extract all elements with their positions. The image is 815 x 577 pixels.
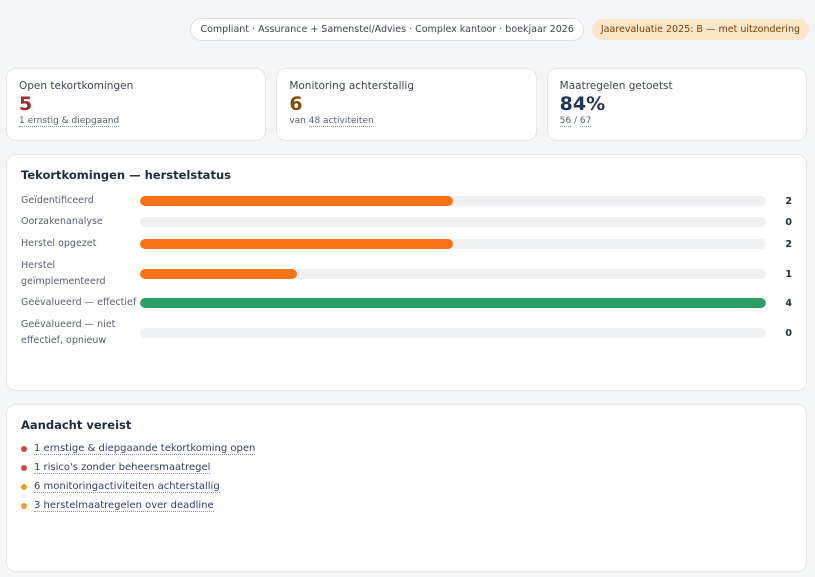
status-row-label: Geïdentificeerd: [21, 195, 94, 206]
severity-dot-icon: [21, 483, 27, 490]
evaluation-badge[interactable]: Jaarevaluatie 2025: B — met uitzondering: [591, 19, 809, 40]
status-bar-fill: [140, 269, 297, 279]
status-row[interactable]: Geëvalueerd — niet effectief, opnieuw 0: [21, 317, 792, 349]
status-row[interactable]: Geïdentificeerd 2: [21, 193, 792, 209]
status-row-label: Oorzakenanalyse: [21, 216, 103, 227]
kpi-sub-link[interactable]: 1 ernstig & diepgaand: [19, 116, 120, 127]
status-row[interactable]: Herstel geïmplementeerd 1: [21, 258, 792, 290]
kpi-label: Monitoring achterstallig: [289, 80, 415, 92]
attention-item[interactable]: 1 risico's zonder beheersmaatregel: [21, 460, 792, 475]
status-bar-track: [140, 328, 766, 338]
status-bar-fill: [140, 196, 453, 206]
status-bar-track: [140, 269, 766, 279]
kpi-label: Maatregelen getoetst: [559, 80, 673, 92]
kpi-value: 84%: [559, 93, 606, 115]
status-row-label: Geëvalueerd — effectief: [21, 297, 137, 308]
severity-dot-icon: [21, 445, 27, 452]
kpi-subtext: 56 / 67: [559, 116, 794, 127]
status-row-count: 4: [785, 297, 792, 309]
kpi-sub-tested[interactable]: 56: [559, 116, 572, 127]
status-row-count: 2: [785, 195, 792, 207]
status-bar-track: [140, 217, 766, 227]
kpi-sub-prefix: van: [289, 116, 309, 126]
attention-item[interactable]: 1 ernstige & diepgaande tekortkoming ope…: [21, 441, 792, 456]
status-row-count: 1: [785, 268, 792, 280]
severity-dot-icon: [21, 502, 27, 509]
attention-item-text[interactable]: 1 ernstige & diepgaande tekortkoming ope…: [34, 442, 256, 455]
kpi-measures-tested[interactable]: Maatregelen getoetst 84% 56 / 67: [546, 68, 807, 141]
context-pill[interactable]: Compliant · Assurance + Samenstel/Advies…: [190, 18, 584, 41]
kpi-open-deficiencies[interactable]: Open tekortkomingen 5 1 ernstig & diepga…: [6, 68, 267, 141]
status-row[interactable]: Geëvalueerd — effectief 4: [21, 295, 792, 311]
attention-item-text[interactable]: 1 risico's zonder beheersmaatregel: [34, 461, 211, 474]
kpi-value: 6: [289, 93, 303, 115]
status-card-title: Tekortkomingen — herstelstatus: [21, 168, 231, 182]
status-row-count: 2: [785, 238, 792, 250]
kpi-sub-link[interactable]: 48 activiteiten: [308, 116, 374, 127]
kpi-label: Open tekortkomingen: [19, 80, 134, 92]
attention-item-text[interactable]: 6 monitoringactiviteiten achterstallig: [34, 480, 220, 493]
attention-card-title: Aandacht vereist: [21, 418, 132, 432]
kpi-value: 5: [19, 93, 33, 115]
status-row-count: 0: [785, 327, 792, 339]
severity-dot-icon: [21, 464, 27, 471]
status-card: Tekortkomingen — herstelstatus Geïdentif…: [6, 154, 807, 391]
attention-item[interactable]: 6 monitoringactiviteiten achterstallig: [21, 479, 792, 494]
status-row[interactable]: Oorzakenanalyse 0: [21, 214, 792, 230]
status-bar-track: [140, 239, 766, 249]
kpi-row: Open tekortkomingen 5 1 ernstig & diepga…: [6, 68, 807, 141]
status-row[interactable]: Herstel opgezet 2: [21, 236, 792, 252]
status-row-label: Herstel geïmplementeerd: [21, 260, 106, 287]
status-bar-fill: [140, 239, 453, 249]
attention-card: Aandacht vereist 1 ernstige & diepgaande…: [6, 404, 807, 572]
status-row-label: Geëvalueerd — niet effectief, opnieuw: [21, 319, 116, 346]
status-bar-track: [140, 196, 766, 206]
kpi-subtext: van 48 activiteiten: [289, 116, 523, 127]
header-bar: Compliant · Assurance + Samenstel/Advies…: [190, 18, 809, 41]
kpi-subtext: 1 ernstig & diepgaand: [19, 116, 253, 127]
attention-item-text[interactable]: 3 herstelmaatregelen over deadline: [34, 499, 214, 512]
kpi-sub-separator: /: [571, 116, 580, 126]
attention-item[interactable]: 3 herstelmaatregelen over deadline: [21, 498, 792, 513]
status-bar-track: [140, 298, 766, 308]
status-row-count: 0: [785, 216, 792, 228]
kpi-sub-total[interactable]: 67: [579, 116, 592, 127]
status-bar-fill: [140, 298, 766, 308]
status-row-label: Herstel opgezet: [21, 238, 97, 249]
kpi-monitoring-overdue[interactable]: Monitoring achterstallig 6 van 48 activi…: [276, 68, 537, 141]
